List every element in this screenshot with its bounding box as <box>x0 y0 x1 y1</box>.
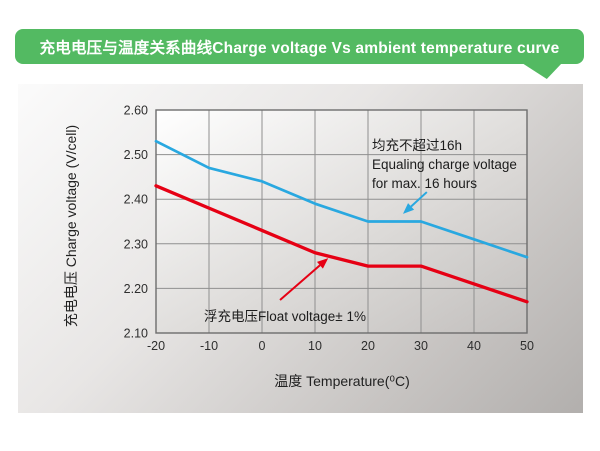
plot-border <box>155 109 528 334</box>
y-tick-label: 2.30 <box>124 237 148 251</box>
annotation-line: for max. 16 hours <box>372 176 478 191</box>
x-tick-label: -10 <box>200 339 218 353</box>
series-line-float-charge-voltage <box>154 184 529 304</box>
x-tick-label: -20 <box>147 339 165 353</box>
y-tick-label: 2.50 <box>124 148 148 162</box>
x-axis-title: 温度 Temperature(⁰C) <box>274 373 410 389</box>
annotation-line: 浮充电压Float voltage± 1% <box>204 309 366 324</box>
float-note-arrow-line <box>279 264 321 301</box>
equalize-annotation: 均充不超过16h Equaling charge voltage for max… <box>372 136 517 193</box>
equalize-note-arrow-line <box>410 191 428 208</box>
equalize-note-arrow-head <box>402 203 415 214</box>
x-tick-label: 50 <box>520 339 534 353</box>
plot-area <box>156 110 527 333</box>
page-title: 充电电压与温度关系曲线Charge voltage Vs ambient tem… <box>39 39 560 57</box>
x-tick-label: 20 <box>361 339 375 353</box>
y-axis-title: 充电电压 Charge voltage (V/cell) <box>63 124 79 328</box>
y-tick-label: 2.10 <box>124 327 148 341</box>
annotation-line: 均充不超过16h <box>372 138 463 153</box>
x-tick-label: 30 <box>414 339 428 353</box>
y-tick-label: 2.60 <box>124 104 148 118</box>
x-tick-label: 0 <box>259 339 266 353</box>
series-line-equalizing-charge-voltage <box>154 139 529 259</box>
float-annotation: 浮充电压Float voltage± 1% <box>204 307 366 326</box>
x-tick-label: 40 <box>467 339 481 353</box>
annotation-line: Equaling charge voltage <box>372 157 517 172</box>
float-note-arrow-head <box>316 258 329 269</box>
title-banner: 充电电压与温度关系曲线Charge voltage Vs ambient tem… <box>15 29 584 64</box>
x-tick-label: 10 <box>308 339 322 353</box>
y-tick-label: 2.40 <box>124 193 148 207</box>
y-tick-label: 2.20 <box>124 282 148 296</box>
